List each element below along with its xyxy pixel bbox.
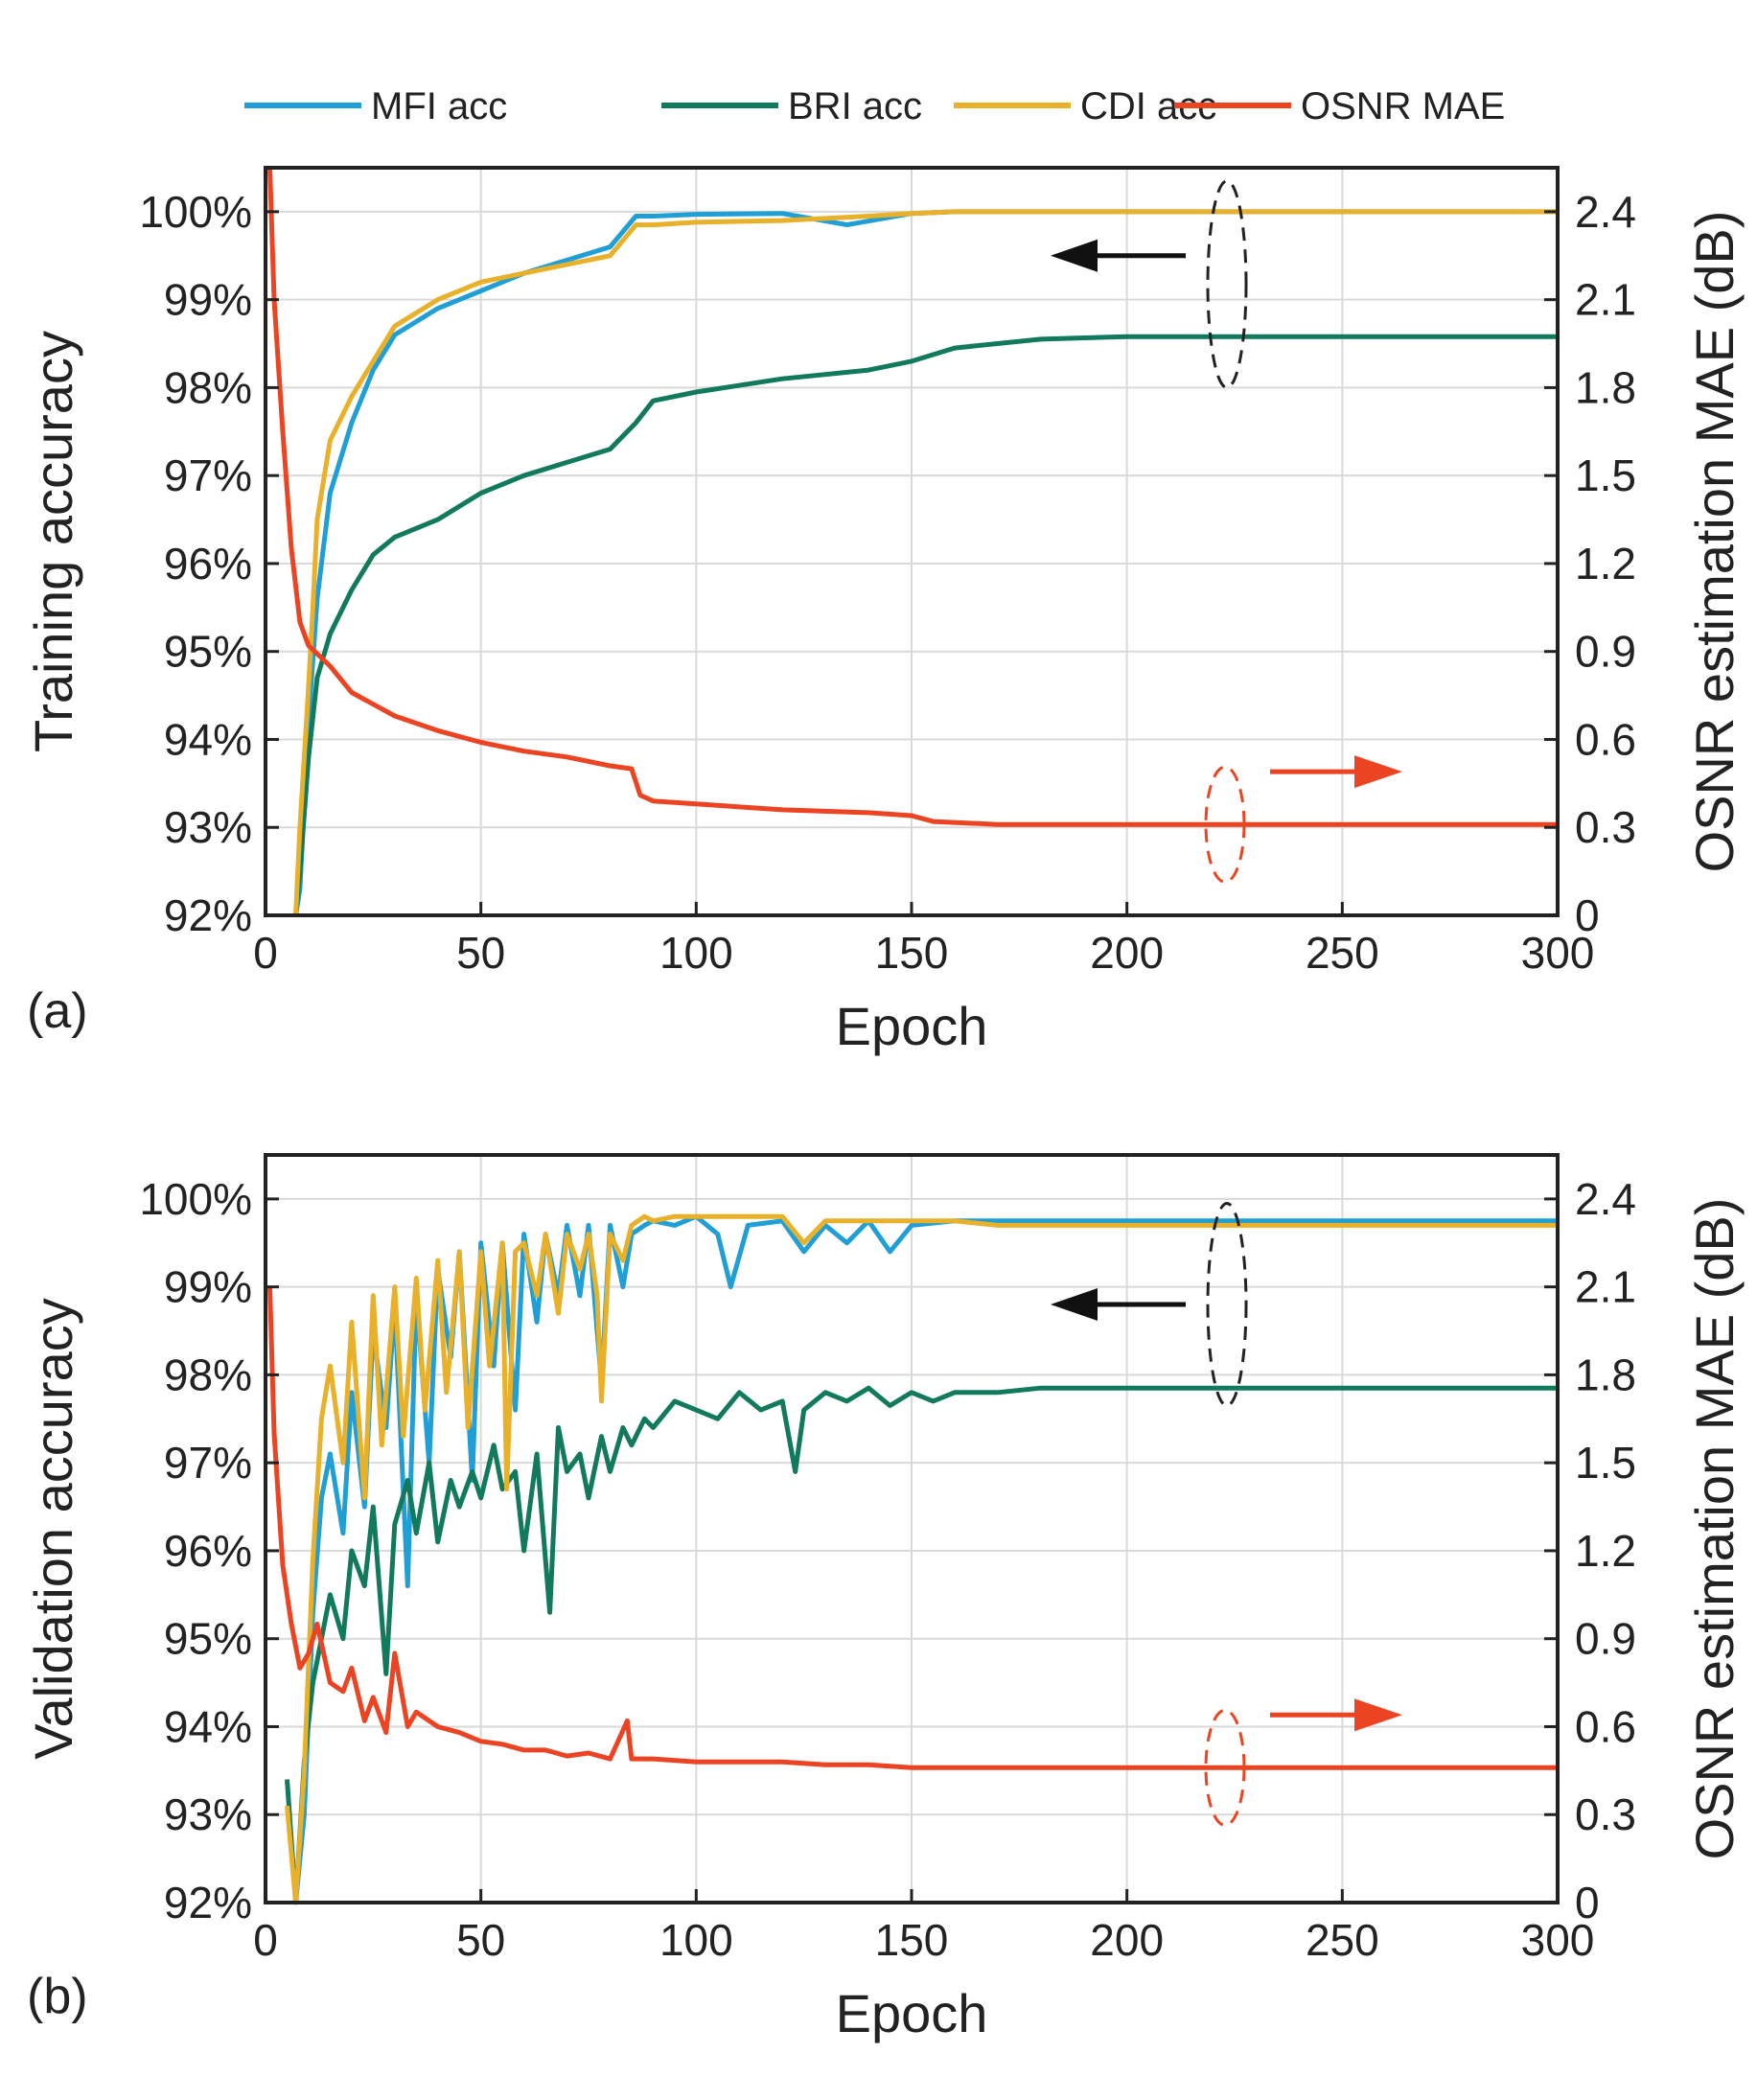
left-arrow-icon [1051,239,1098,272]
legend-label-0: MFI acc [371,85,507,127]
panel-a: 0 50 100 150 200 250 300 92% 93% 94% 95% 96% 97% 98% 9… [23,166,1745,1056]
y-tick-label: 97% [164,450,252,500]
y-tick-label: 92% [164,1878,252,1927]
y2-tick-label: 0.6 [1575,1701,1636,1751]
y2-tick-label: 0 [1575,890,1600,940]
x-tick-label: 250 [1306,928,1379,978]
series-line-cdi-acc [293,209,1558,916]
y2-tick-label: 0.3 [1575,1789,1636,1839]
y2-tick-label: 1.5 [1575,450,1636,500]
x-tick-label: 0 [253,1915,278,1965]
y2-tick-label: 1.8 [1575,1350,1636,1399]
y-tick-label: 96% [164,1526,252,1576]
y2-tick-label: 0 [1575,1878,1600,1927]
y-tick-label: 100% [139,187,252,237]
y2-tick-label: 2.4 [1575,1174,1636,1224]
y2-tick-label: 0.6 [1575,714,1636,764]
x-axis-label: Epoch [836,1983,988,2043]
y-tick-label: 100% [139,1174,252,1224]
y-axis-label: Validation accuracy [23,1298,83,1759]
y2-tick-label: 1.2 [1575,539,1636,588]
y2-tick-label: 0.3 [1575,802,1636,852]
series-line-osnr-mae [267,1286,1558,1770]
y-tick-label: 95% [164,1614,252,1664]
x-tick-label: 0 [253,928,278,978]
y2-tick-label: 1.8 [1575,362,1636,412]
panel-b: 0 50 100 150 200 250 300 92% 93% 94% 95% 96% 97% 98% 9… [23,1153,1745,2043]
y-tick-label: 98% [164,1350,252,1399]
y-axis-label: Training accuracy [23,331,83,752]
y-tick-label: 96% [164,539,252,588]
left-arrow-icon [1051,1288,1098,1321]
y2-tick-label: 2.4 [1575,187,1636,237]
x-tick-label: 150 [875,928,949,978]
panel-label: (b) [27,1969,88,2024]
x-axis-label: Epoch [836,996,988,1056]
legend-label-1: BRI acc [788,85,922,127]
x-tick-label: 300 [1521,928,1595,978]
y2-tick-label: 1.2 [1575,1526,1636,1576]
y-tick-label: 98% [164,362,252,412]
legend-label-3: OSNR MAE [1301,85,1505,127]
series-line-cdi-acc [285,1213,1558,1905]
y-tick-label: 93% [164,1789,252,1839]
y-tick-label: 99% [164,275,252,325]
y2-axis-label: OSNR estimation MAE (dB) [1684,1198,1745,1860]
series-line-osnr-mae [267,167,1558,827]
x-tick-label: 250 [1306,1915,1379,1965]
y-tick-label: 95% [164,627,252,677]
y-tick-label: 94% [164,714,252,764]
right-arrow-icon [1354,755,1402,789]
y-tick-label: 97% [164,1438,252,1488]
x-tick-label: 100 [659,928,733,978]
x-tick-label: 50 [456,1915,505,1965]
y-tick-label: 99% [164,1262,252,1312]
panel-label: (a) [27,983,88,1039]
series-line-bri-acc [285,1385,1558,1905]
y2-tick-label: 1.5 [1575,1438,1636,1488]
y2-tick-label: 2.1 [1575,275,1636,325]
left-axis-ellipse [1206,179,1248,389]
y-tick-label: 94% [164,1701,252,1751]
left-axis-ellipse [1206,1201,1248,1408]
series-line-bri-acc [293,334,1558,916]
x-tick-label: 200 [1090,928,1164,978]
x-tick-label: 300 [1521,1915,1595,1965]
legend: MFI acc BRI acc CDI acc OSNR MAE [244,85,1505,127]
y2-tick-label: 0.9 [1575,1614,1636,1664]
right-axis-ellipse [1204,765,1246,884]
x-tick-label: 50 [456,928,505,978]
y2-axis-label: OSNR estimation MAE (dB) [1684,211,1745,873]
x-tick-label: 200 [1090,1915,1164,1965]
right-axis-ellipse [1204,1708,1246,1827]
y2-tick-label: 0.9 [1575,627,1636,677]
y-tick-label: 93% [164,802,252,852]
y-tick-label: 92% [164,890,252,940]
y2-tick-label: 2.1 [1575,1262,1636,1312]
right-arrow-icon [1354,1698,1402,1732]
x-tick-label: 150 [875,1915,949,1965]
x-tick-label: 100 [659,1915,733,1965]
